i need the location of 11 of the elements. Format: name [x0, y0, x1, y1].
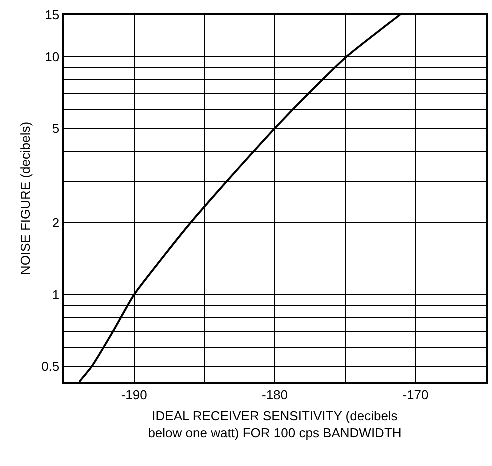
y-axis-title: NOISE FIGURE (decibels) [18, 122, 34, 276]
y-tick-label: 15 [45, 8, 60, 23]
x-tick-label: -170 [402, 387, 429, 402]
x-tick-label: -180 [262, 387, 288, 402]
y-tick-label: 5 [52, 121, 60, 136]
y-tick-label: 2 [52, 216, 60, 231]
x-axis-title: IDEAL RECEIVER SENSITIVITY (decibels below one watt) FOR 100 cps BANDWIDTH [148, 408, 402, 440]
y-tick-label: 10 [45, 49, 60, 64]
y-tick-label: 1 [52, 287, 60, 302]
x-tick-label: -190 [121, 387, 148, 402]
y-tick-label: 0.5 [42, 358, 60, 374]
